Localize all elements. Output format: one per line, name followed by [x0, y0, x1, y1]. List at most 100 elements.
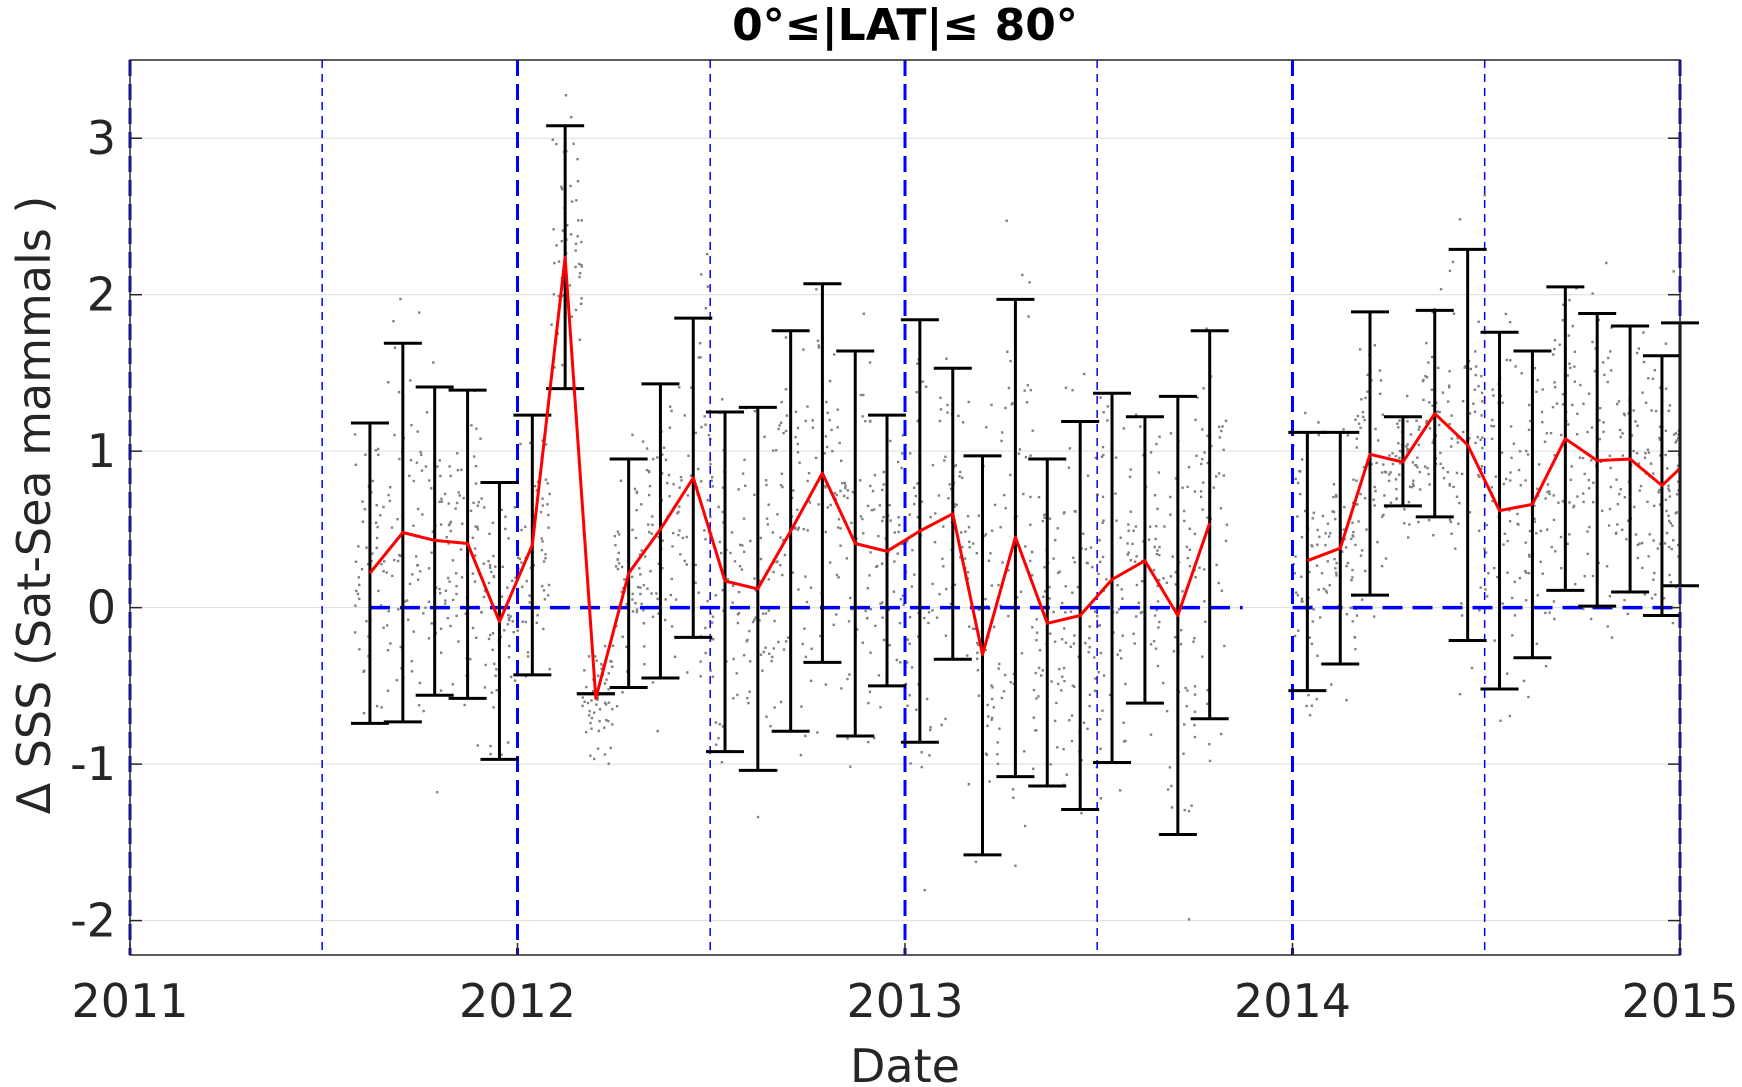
- scatter-point: [1182, 752, 1185, 755]
- scatter-point: [363, 508, 367, 511]
- scatter-point: [1485, 523, 1489, 527]
- scatter-point: [1587, 478, 1590, 482]
- scatter-point: [823, 452, 826, 455]
- scatter-point: [745, 640, 748, 643]
- scatter-point: [704, 626, 707, 630]
- scatter-point: [1134, 413, 1138, 416]
- scatter-point: [544, 553, 547, 556]
- scatter-point: [1616, 502, 1620, 506]
- scatter-point: [1084, 641, 1087, 645]
- scatter-point: [1195, 454, 1198, 457]
- scatter-point: [796, 426, 800, 430]
- scatter-point: [1185, 545, 1189, 549]
- scatter-point: [1188, 565, 1192, 568]
- scatter-point: [782, 431, 785, 435]
- scatter-point: [553, 261, 556, 265]
- scatter-point: [998, 727, 1001, 730]
- scatter-point: [910, 666, 914, 669]
- scatter-point: [603, 753, 607, 756]
- scatter-point: [457, 640, 460, 643]
- scatter-point: [1009, 680, 1012, 684]
- scatter-point: [641, 440, 645, 443]
- scatter-point: [1560, 566, 1563, 570]
- scatter-point: [1140, 610, 1144, 614]
- scatter-point: [1064, 585, 1067, 588]
- scatter-point: [385, 571, 388, 574]
- scatter-point: [1398, 462, 1402, 465]
- scatter-point: [1662, 597, 1666, 600]
- scatter-point: [1549, 431, 1553, 435]
- scatter-point: [605, 678, 608, 681]
- scatter-point: [399, 645, 402, 649]
- scatter-point: [354, 463, 357, 467]
- scatter-point: [721, 486, 725, 489]
- scatter-point: [387, 610, 390, 613]
- scatter-point: [1208, 743, 1211, 746]
- scatter-point: [765, 715, 768, 718]
- scatter-point: [1425, 419, 1428, 423]
- scatter-point: [521, 620, 524, 623]
- scatter-point: [968, 546, 971, 549]
- scatter-point: [1034, 671, 1037, 675]
- scatter-point: [1174, 583, 1177, 586]
- scatter-point: [777, 427, 780, 431]
- scatter-point: [1418, 470, 1422, 474]
- scatter-point: [1405, 445, 1408, 448]
- scatter-point: [1477, 474, 1480, 477]
- scatter-point: [353, 433, 357, 436]
- scatter-point: [1335, 561, 1338, 565]
- scatter-point: [1446, 400, 1450, 403]
- scatter-point: [801, 642, 804, 646]
- scatter-point: [709, 462, 712, 466]
- scatter-point: [1426, 466, 1429, 470]
- scatter-point: [1324, 532, 1327, 535]
- scatter-point: [767, 578, 770, 581]
- scatter-point: [555, 244, 558, 247]
- scatter-point: [1502, 543, 1505, 546]
- scatter-point: [990, 716, 994, 720]
- scatter-point: [954, 464, 958, 467]
- scatter-point: [708, 459, 712, 462]
- scatter-point: [541, 504, 544, 507]
- scatter-point: [1576, 495, 1579, 498]
- scatter-point: [657, 612, 660, 615]
- scatter-point: [1119, 536, 1122, 539]
- scatter-point: [500, 753, 503, 756]
- scatter-point: [1334, 517, 1337, 521]
- scatter-point: [501, 565, 504, 569]
- scatter-point: [471, 626, 475, 630]
- scatter-point: [990, 684, 993, 687]
- scatter-point: [1441, 391, 1445, 394]
- scatter-point: [1653, 369, 1657, 372]
- scatter-point: [1333, 557, 1336, 561]
- scatter-point: [773, 619, 776, 623]
- scatter-point: [676, 512, 679, 515]
- scatter-point: [1455, 471, 1459, 475]
- scatter-point: [704, 423, 707, 426]
- scatter-point: [564, 94, 568, 97]
- scatter-point: [557, 294, 560, 298]
- scatter-point: [435, 790, 439, 794]
- scatter-point: [869, 420, 872, 423]
- scatter-point: [1331, 510, 1334, 513]
- scatter-point: [1193, 685, 1197, 688]
- scatter-point: [1031, 429, 1034, 432]
- scatter-point: [976, 641, 979, 645]
- scatter-point: [492, 706, 495, 709]
- y-tick-label: -1: [70, 737, 116, 791]
- scatter-point: [1510, 596, 1514, 600]
- scatter-point: [1485, 595, 1489, 598]
- scatter-point: [1032, 767, 1035, 771]
- scatter-point: [977, 694, 981, 697]
- scatter-point: [651, 681, 655, 684]
- scatter-point: [360, 567, 364, 571]
- scatter-point: [1093, 656, 1096, 659]
- scatter-point: [403, 600, 407, 603]
- scatter-point: [989, 552, 992, 555]
- scatter-point: [1048, 585, 1051, 589]
- scatter-point: [393, 346, 397, 349]
- scatter-point: [1513, 580, 1516, 584]
- scatter-point: [448, 580, 451, 583]
- scatter-point: [387, 493, 390, 497]
- scatter-point: [923, 616, 926, 620]
